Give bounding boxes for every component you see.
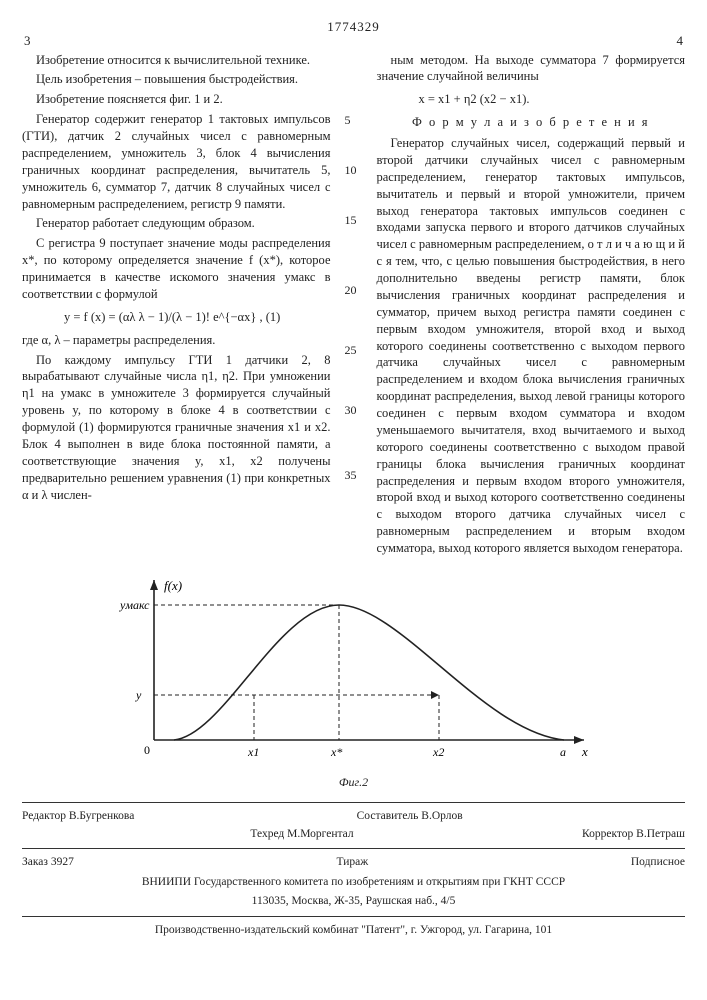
line-mark: 5	[345, 112, 351, 128]
svg-text:f(x): f(x)	[164, 578, 182, 593]
line-number-gutter: 5 10 15 20 25 30 35	[345, 52, 363, 560]
tirazh: Тираж	[336, 855, 368, 871]
svg-text:x1: x1	[247, 745, 259, 759]
para: Изобретение относится к вычислительной т…	[22, 52, 331, 69]
svg-text:x: x	[581, 744, 588, 759]
formula-1: y = f (x) = (αλ λ − 1)/(λ − 1)! e^{−αx} …	[50, 309, 331, 326]
line-mark: 15	[345, 212, 357, 228]
line-mark: 35	[345, 467, 357, 483]
para: С регистра 9 поступает значение моды рас…	[22, 235, 331, 303]
column-right: 4 ным методом. На выходе сумматора 7 фор…	[377, 52, 686, 560]
podpisnoe: Подписное	[631, 855, 685, 871]
col-right-number: 4	[677, 32, 684, 50]
col-left-number: 3	[24, 32, 31, 50]
svg-text:x2: x2	[432, 745, 444, 759]
para: Генератор содержит генератор 1 тактовых …	[22, 111, 331, 212]
footer-block: Редактор В.Бугренкова Составитель В.Орло…	[22, 809, 685, 938]
para: ным методом. На выходе сумматора 7 форми…	[377, 52, 686, 86]
line-mark: 10	[345, 162, 357, 178]
svg-text:y: y	[135, 688, 142, 702]
formula-where: где α, λ – параметры распределения.	[22, 332, 331, 349]
para: Цель изобретения – повышения быстродейст…	[22, 71, 331, 88]
para: По каждому импульсу ГТИ 1 датчики 2, 8 в…	[22, 352, 331, 504]
figure-caption: Фиг.2	[22, 774, 685, 790]
svg-text:0: 0	[144, 743, 150, 757]
svg-text:a: a	[560, 745, 566, 759]
para: Изобретение поясняется фиг. 1 и 2.	[22, 91, 331, 108]
formula-2: x = x1 + η2 (x2 − x1).	[405, 91, 686, 108]
line-mark: 25	[345, 342, 357, 358]
patent-number: 1774329	[22, 18, 685, 36]
figure-2-chart: f(x) x yмакс y x1 x* x2 a 0	[114, 570, 594, 770]
line-mark: 30	[345, 402, 357, 418]
press-line: Производственно-издательский комбинат "П…	[22, 923, 685, 939]
svg-text:yмакс: yмакс	[119, 598, 150, 612]
address-line: 113035, Москва, Ж-35, Раушская наб., 4/5	[22, 894, 685, 910]
org-line: ВНИИПИ Государственного комитета по изоб…	[22, 875, 685, 891]
column-left: 3 Изобретение относится к вычислительной…	[22, 52, 331, 560]
editor-label: Редактор В.Бугренкова	[22, 809, 134, 825]
two-column-body: 3 Изобретение относится к вычислительной…	[22, 52, 685, 560]
corrector-label: Корректор В.Петраш	[582, 827, 685, 843]
divider	[22, 848, 685, 849]
divider	[22, 916, 685, 917]
order-no: Заказ 3927	[22, 855, 74, 871]
svg-text:x*: x*	[330, 745, 342, 759]
para: Генератор работает следующим образом.	[22, 215, 331, 232]
techred-label: Техред М.Моргентал	[250, 827, 353, 843]
claims-title: Ф о р м у л а и з о б р е т е н и я	[377, 114, 686, 131]
line-mark: 20	[345, 282, 357, 298]
compiler-label: Составитель В.Орлов	[357, 809, 463, 825]
divider	[22, 802, 685, 803]
claim-body: Генератор случайных чисел, содержащий пе…	[377, 135, 686, 557]
